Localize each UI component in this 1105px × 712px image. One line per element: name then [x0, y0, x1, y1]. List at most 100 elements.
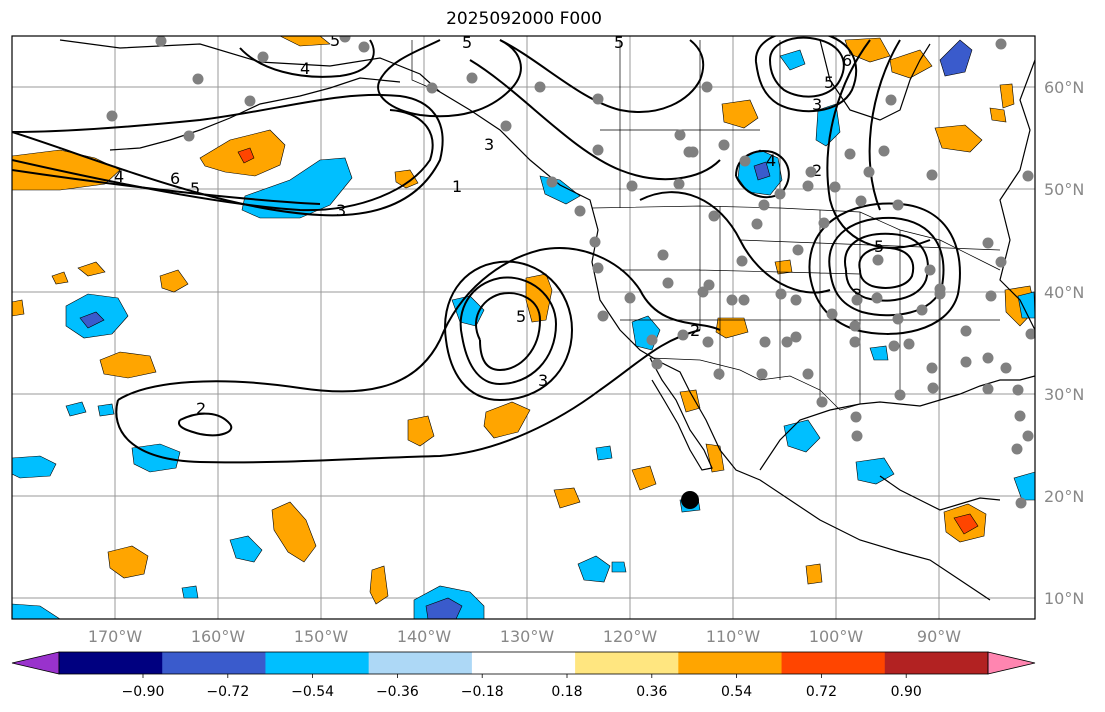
station-dot — [1012, 384, 1024, 396]
station-dot — [926, 362, 938, 374]
blue-blob-gulf — [241, 157, 353, 219]
station-dot — [1015, 497, 1027, 509]
contour-plains-low-3 — [828, 216, 945, 317]
colorbar-segment — [162, 652, 266, 674]
station-dot — [851, 430, 863, 442]
blue-blob-greatlakes — [1017, 291, 1035, 319]
longitude-label: 170°W — [88, 627, 143, 646]
station-dot — [982, 352, 994, 364]
station-dot — [697, 286, 709, 298]
station-dot — [713, 368, 725, 380]
longitude-label: 90°W — [917, 627, 961, 646]
station-dot — [878, 145, 890, 157]
contour-west-2 — [12, 109, 434, 212]
station-dot — [863, 166, 875, 178]
orange-blob-north — [279, 36, 331, 47]
station-dot — [624, 292, 636, 304]
station-dot — [1022, 430, 1034, 442]
colorbar-tick-label: −0.54 — [291, 684, 334, 700]
station-dot — [985, 290, 997, 302]
contour-cutoff-low-3 — [444, 260, 574, 402]
orange-blob-east2 — [989, 107, 1007, 123]
station-dot — [592, 144, 604, 156]
longitude-label: 140°W — [397, 627, 452, 646]
colorbar-tick-label: −0.72 — [206, 684, 249, 700]
colorbar-segment — [678, 652, 783, 674]
blue-core-pac8 — [425, 597, 463, 619]
contour-plains-low-4 — [808, 202, 961, 335]
plot-frame — [11, 35, 1036, 620]
blue-blob-pac5 — [12, 455, 57, 479]
station-dot — [995, 256, 1007, 268]
contour-label: 3 — [484, 135, 494, 154]
longitude-label: 110°W — [706, 627, 761, 646]
station-dot — [894, 389, 906, 401]
latitude-label: 40°N — [1044, 283, 1084, 302]
blue-blob-gulf-mexico — [855, 457, 895, 485]
station-dot — [674, 129, 686, 141]
orange-blob-quebec — [889, 49, 933, 79]
contour-cutoff-low-2 — [459, 276, 558, 386]
station-dot — [802, 368, 814, 380]
contour-canada-low — [735, 150, 790, 199]
colorbar-segment — [368, 652, 473, 674]
longitude-label: 100°W — [809, 627, 864, 646]
station-dot — [592, 262, 604, 274]
orange-blob-pac3 — [51, 271, 69, 285]
station-dot — [829, 181, 841, 193]
contour-hudson-low-2 — [754, 36, 858, 113]
station-dot — [726, 294, 738, 306]
latitude-label: 10°N — [1044, 589, 1084, 608]
contour-label-group: 5 5 6 4 3 5 4 6 5 3 2 1 3 4 5 2 3 2 5 5 … — [114, 33, 884, 418]
station-dot — [849, 320, 861, 332]
longitude-label: 160°W — [191, 627, 246, 646]
blue-blob-pac10 — [577, 555, 611, 583]
contour-label: 5 — [190, 179, 200, 198]
orange-blob-pac4 — [99, 351, 157, 379]
contour-label: 5 — [824, 73, 834, 92]
latitude-label: 20°N — [1044, 487, 1084, 506]
orange-blob-mexico3 — [805, 563, 823, 585]
station-dot — [701, 81, 713, 93]
coast-pacific-nw — [439, 91, 991, 601]
orange-blob-pac1 — [77, 261, 106, 277]
colorbar-segment — [575, 652, 679, 674]
blue-blob-socal — [631, 315, 661, 351]
contour-label: 5 — [614, 33, 624, 52]
station-dot — [1022, 170, 1034, 182]
station-dot — [758, 199, 770, 211]
contour-plains-low-1 — [858, 246, 915, 289]
station-dot — [673, 178, 685, 190]
station-dot — [466, 72, 478, 84]
blue-core-pac1 — [79, 311, 105, 329]
contour-cutoff-low-1 — [475, 292, 542, 372]
station-dot — [155, 36, 167, 47]
orange-blob-pac6 — [407, 415, 435, 447]
blue-blob-pac6 — [229, 535, 263, 563]
station-dot — [244, 95, 256, 107]
contour-label: 3 — [538, 371, 548, 390]
station-dot — [677, 329, 689, 341]
colorbar-frame — [58, 651, 989, 675]
contour-label: 6 — [170, 169, 180, 188]
station-dot — [738, 294, 750, 306]
station-dot — [192, 73, 204, 85]
orange-blob-mexico1 — [631, 465, 657, 491]
station-dot — [774, 188, 786, 200]
station-dot — [849, 336, 861, 348]
station-dot — [500, 120, 512, 132]
station-dot — [924, 264, 936, 276]
coast-eastern-us — [999, 59, 1035, 331]
contour-hudson-low — [769, 36, 845, 98]
orange-blob-pac8 — [271, 501, 317, 563]
station-dot — [702, 336, 714, 348]
station-dot — [892, 199, 904, 211]
station-dot — [872, 254, 884, 266]
colorbar-tick-labels: −0.90 −0.72 −0.54 −0.36 −0.18 0.18 0.36 0.54 0.7… — [122, 674, 922, 700]
contour-label: 4 — [766, 151, 776, 170]
station-dot — [775, 288, 787, 300]
station-dot — [589, 236, 601, 248]
station-dot — [934, 288, 946, 300]
contour-ridge-2 — [469, 59, 721, 181]
blue-blob-pac3 — [97, 403, 115, 417]
